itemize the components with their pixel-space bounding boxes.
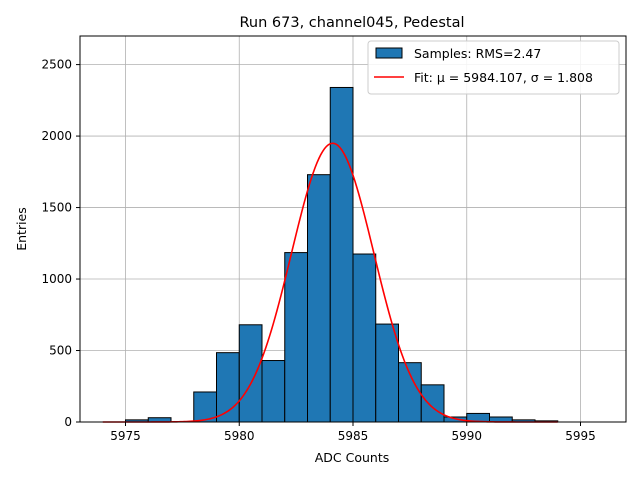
histogram-bar bbox=[420, 384, 445, 423]
histogram-bar bbox=[352, 253, 377, 423]
histogram-bar bbox=[307, 174, 331, 423]
y-axis-label: Entries bbox=[14, 207, 29, 251]
y-tick-label: 500 bbox=[49, 344, 72, 358]
x-tick-label: 5985 bbox=[338, 429, 369, 443]
legend: Samples: RMS=2.47 Fit: μ = 5984.107, σ =… bbox=[367, 40, 620, 95]
histogram-bar bbox=[375, 323, 399, 423]
chart-title: Run 673, channel045, Pedestal bbox=[239, 15, 464, 31]
y-tick-label: 1000 bbox=[41, 272, 72, 286]
y-tick-label: 2000 bbox=[41, 129, 72, 143]
y-axis-ticks: 0 500 1000 1500 2000 2500 bbox=[41, 58, 80, 429]
histogram-bar bbox=[398, 362, 422, 423]
y-tick-label: 0 bbox=[64, 415, 72, 429]
y-tick-label: 2500 bbox=[41, 58, 72, 72]
x-tick-label: 5995 bbox=[565, 429, 596, 443]
legend-fit-label: Fit: μ = 5984.107, σ = 1.808 bbox=[414, 70, 593, 85]
x-tick-label: 5990 bbox=[451, 429, 482, 443]
histogram-bar bbox=[329, 86, 354, 423]
x-tick-label: 5980 bbox=[224, 429, 255, 443]
x-axis-label: ADC Counts bbox=[315, 450, 390, 465]
legend-box bbox=[367, 40, 620, 95]
histogram-bar bbox=[261, 360, 286, 423]
x-tick-label: 5975 bbox=[110, 429, 141, 443]
histogram-bar bbox=[238, 324, 263, 423]
legend-histogram-swatch bbox=[375, 47, 403, 59]
x-axis-ticks: 5975 5980 5985 5990 5995 bbox=[110, 422, 596, 443]
histogram-bars bbox=[125, 86, 559, 423]
legend-histogram-label: Samples: RMS=2.47 bbox=[414, 46, 541, 61]
histogram-bar bbox=[284, 252, 308, 423]
y-tick-label: 1500 bbox=[41, 201, 72, 215]
